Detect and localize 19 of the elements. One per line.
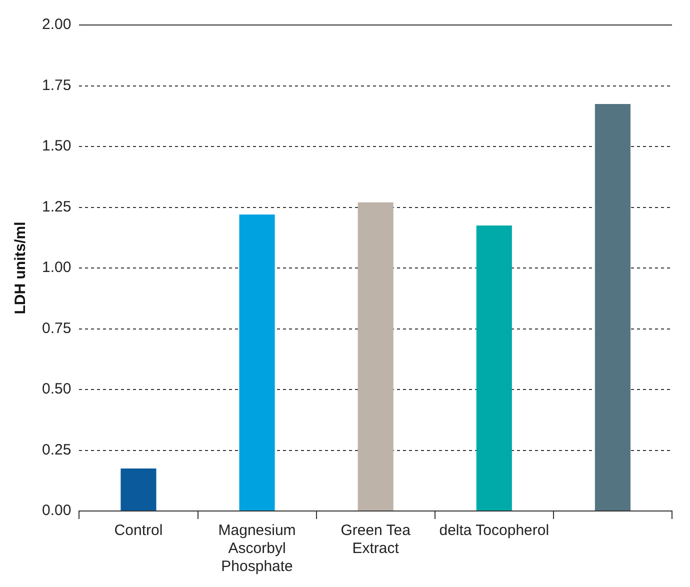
y-axis-title: LDH units/ml bbox=[12, 222, 30, 314]
x-tick-label: Green Tea Extract bbox=[340, 522, 412, 558]
y-tick-label: 1.75 bbox=[42, 76, 72, 94]
y-tick-label: 0.50 bbox=[42, 380, 72, 398]
bar bbox=[476, 225, 512, 510]
x-tick-label: Control bbox=[114, 522, 163, 540]
x-tick-label: delta Tocopherol bbox=[439, 522, 550, 540]
bar bbox=[594, 104, 631, 510]
bar bbox=[358, 202, 394, 510]
x-tick-label: Magnesium Ascorbyl Phosphate bbox=[218, 522, 296, 576]
y-tick-label: 0.25 bbox=[42, 441, 72, 458]
bar bbox=[239, 214, 275, 510]
y-tick-label: 0.75 bbox=[42, 320, 72, 337]
y-tick-label: 2.00 bbox=[42, 16, 72, 34]
y-tick-label: 1.00 bbox=[42, 259, 72, 276]
y-tick-label: 0.00 bbox=[42, 502, 72, 520]
bar bbox=[120, 468, 156, 510]
y-tick-label: 1.50 bbox=[42, 138, 72, 155]
y-tick-label: 1.25 bbox=[42, 198, 72, 216]
